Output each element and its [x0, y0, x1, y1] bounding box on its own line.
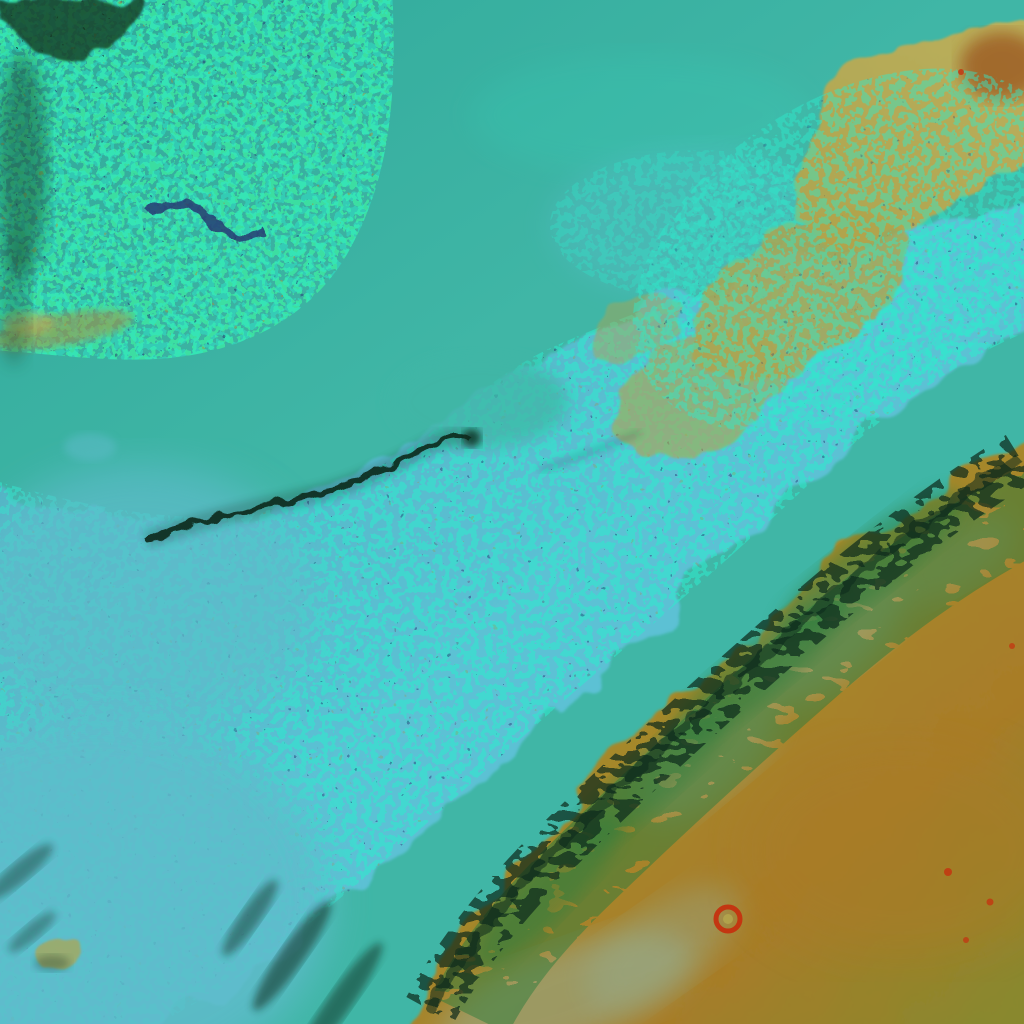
forest-speckle	[0, 0, 152, 90]
forest-edge-streak	[0, 53, 48, 277]
dark-streak	[0, 843, 53, 901]
forest-patches	[0, 0, 267, 366]
smooth-patch	[0, 465, 315, 735]
cloud-wisp	[470, 55, 810, 175]
forest-edge-streak	[0, 234, 30, 366]
dark-squiggle	[147, 199, 267, 243]
dust-speckle-dark	[632, 68, 1024, 432]
dark-streak	[222, 879, 278, 957]
haze-patch	[584, 885, 740, 1011]
teal-tongue	[392, 356, 568, 448]
dark-streak	[252, 901, 332, 1011]
plume-source-blob	[463, 429, 481, 447]
dark-streaks-bottom	[0, 843, 383, 1024]
fire-speck	[986, 898, 994, 906]
fire-ring-center	[723, 914, 733, 924]
land-orange-core	[740, 740, 1024, 960]
islet	[34, 939, 88, 971]
fire-speck	[958, 69, 964, 75]
cloudlet	[64, 433, 116, 461]
dark-streak	[8, 911, 56, 953]
fire-ring	[713, 904, 743, 934]
fire-speck	[1009, 643, 1015, 649]
dark-streak	[297, 942, 383, 1024]
smoke-plume	[146, 429, 641, 540]
fire-speck	[963, 937, 969, 943]
plume-faint	[539, 430, 641, 472]
fire-spots	[713, 69, 1015, 943]
fire-speck	[944, 868, 952, 876]
topright-dust-band	[590, 20, 1024, 458]
islet-fringe	[34, 955, 70, 971]
